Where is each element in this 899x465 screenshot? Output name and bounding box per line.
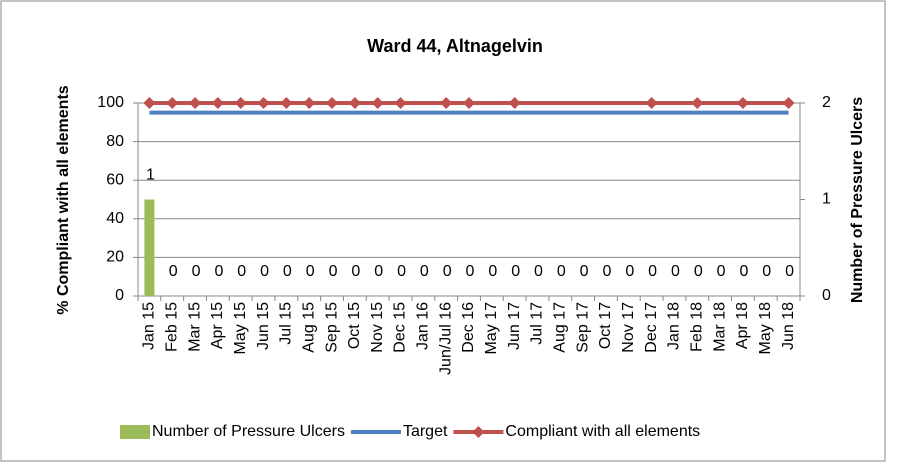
data-label: 0 (603, 263, 612, 280)
x-tick-label: Jul 15 (278, 302, 295, 345)
x-tick-label: Dec 17 (643, 302, 660, 353)
data-label: 0 (785, 263, 794, 280)
data-label: 0 (214, 263, 223, 280)
marker (782, 97, 795, 109)
marker (166, 97, 179, 109)
data-label: 0 (739, 263, 748, 280)
x-tick-label: Jul 17 (529, 302, 546, 345)
data-label: 0 (351, 263, 360, 280)
chart-title: Ward 44, Altnagelvin (367, 36, 543, 56)
x-tick-label: Oct 17 (597, 302, 614, 349)
y-tick-label: 60 (106, 171, 124, 188)
bar (144, 199, 155, 296)
data-label: 0 (557, 263, 566, 280)
data-label: 0 (488, 263, 497, 280)
data-label: 0 (283, 263, 292, 280)
x-tick-label: Dec 15 (392, 302, 409, 353)
data-label: 0 (397, 263, 406, 280)
data-label: 0 (420, 263, 429, 280)
marker (211, 97, 224, 109)
x-tick-label: May 18 (757, 302, 774, 355)
marker (394, 97, 407, 109)
y-tick-label: 0 (115, 287, 124, 304)
marker (645, 97, 658, 109)
legend-label: Compliant with all elements (505, 423, 700, 440)
y-tick-label: 40 (106, 210, 124, 227)
y-tick-label: 80 (106, 133, 124, 150)
x-tick-label: Nov 15 (369, 302, 386, 353)
y2-tick-label: 2 (822, 94, 831, 111)
x-tick-label: Jun 18 (780, 302, 797, 350)
legend-label: Number of Pressure Ulcers (152, 423, 345, 440)
marker (280, 97, 293, 109)
marker (371, 97, 384, 109)
data-label: 0 (511, 263, 520, 280)
x-tick-label: Mar 15 (186, 302, 203, 352)
y-axis-label: % Compliant with all elements (55, 85, 72, 314)
y2-tick-label: 1 (822, 191, 831, 208)
y-tick-label: 20 (106, 249, 124, 266)
data-label: 0 (306, 263, 315, 280)
legend-label: Target (403, 423, 448, 440)
chart-border (0, 0, 886, 462)
x-tick-label: Aug 17 (552, 302, 569, 353)
marker (440, 97, 453, 109)
marker (234, 97, 247, 109)
x-tick-label: May 15 (232, 302, 249, 355)
data-label: 1 (146, 167, 155, 184)
data-label: 0 (694, 263, 703, 280)
marker (348, 97, 361, 109)
x-tick-label: Jan 18 (666, 302, 683, 350)
x-tick-label: Apr 18 (734, 302, 751, 349)
marker (143, 97, 156, 109)
y2-axis-label: Number of Pressure Ulcers (849, 97, 866, 303)
data-label: 0 (374, 263, 383, 280)
marker (691, 97, 704, 109)
y-tick-label: 100 (97, 94, 124, 111)
data-label: 0 (260, 263, 269, 280)
x-tick-label: Feb 18 (688, 302, 705, 352)
data-label: 0 (671, 263, 680, 280)
marker (736, 97, 749, 109)
data-label: 0 (580, 263, 589, 280)
data-label: 0 (717, 263, 726, 280)
marker (508, 97, 521, 109)
x-tick-label: Mar 18 (711, 302, 728, 352)
data-label: 0 (443, 263, 452, 280)
x-tick-label: Sep 17 (574, 302, 591, 353)
legend-marker (472, 426, 485, 438)
x-tick-label: Jun/Jul 16 (437, 302, 454, 375)
data-label: 0 (329, 263, 338, 280)
x-tick-label: Jan 15 (141, 302, 158, 350)
x-tick-label: Apr 15 (209, 302, 226, 349)
x-tick-label: May 17 (483, 302, 500, 355)
x-tick-label: Feb 15 (163, 302, 180, 352)
marker (326, 97, 339, 109)
x-tick-label: Oct 15 (346, 302, 363, 349)
data-label: 0 (625, 263, 634, 280)
x-tick-label: Jun 15 (255, 302, 272, 350)
x-tick-label: Aug 15 (300, 302, 317, 353)
x-tick-label: Dec 16 (460, 302, 477, 353)
data-label: 0 (237, 263, 246, 280)
marker (463, 97, 475, 109)
data-label: 0 (534, 263, 543, 280)
marker (257, 97, 270, 109)
data-label: 0 (169, 263, 178, 280)
marker (303, 97, 316, 109)
data-label: 0 (192, 263, 201, 280)
x-tick-label: Nov 17 (620, 302, 637, 353)
x-tick-label: Jan 16 (415, 302, 432, 350)
data-label: 0 (648, 263, 657, 280)
data-label: 0 (762, 263, 771, 280)
x-tick-label: Jun 17 (506, 302, 523, 350)
y2-tick-label: 0 (822, 287, 831, 304)
data-label: 0 (466, 263, 475, 280)
legend-swatch (120, 425, 150, 439)
x-tick-label: Sep 15 (323, 302, 340, 353)
marker (189, 97, 202, 109)
